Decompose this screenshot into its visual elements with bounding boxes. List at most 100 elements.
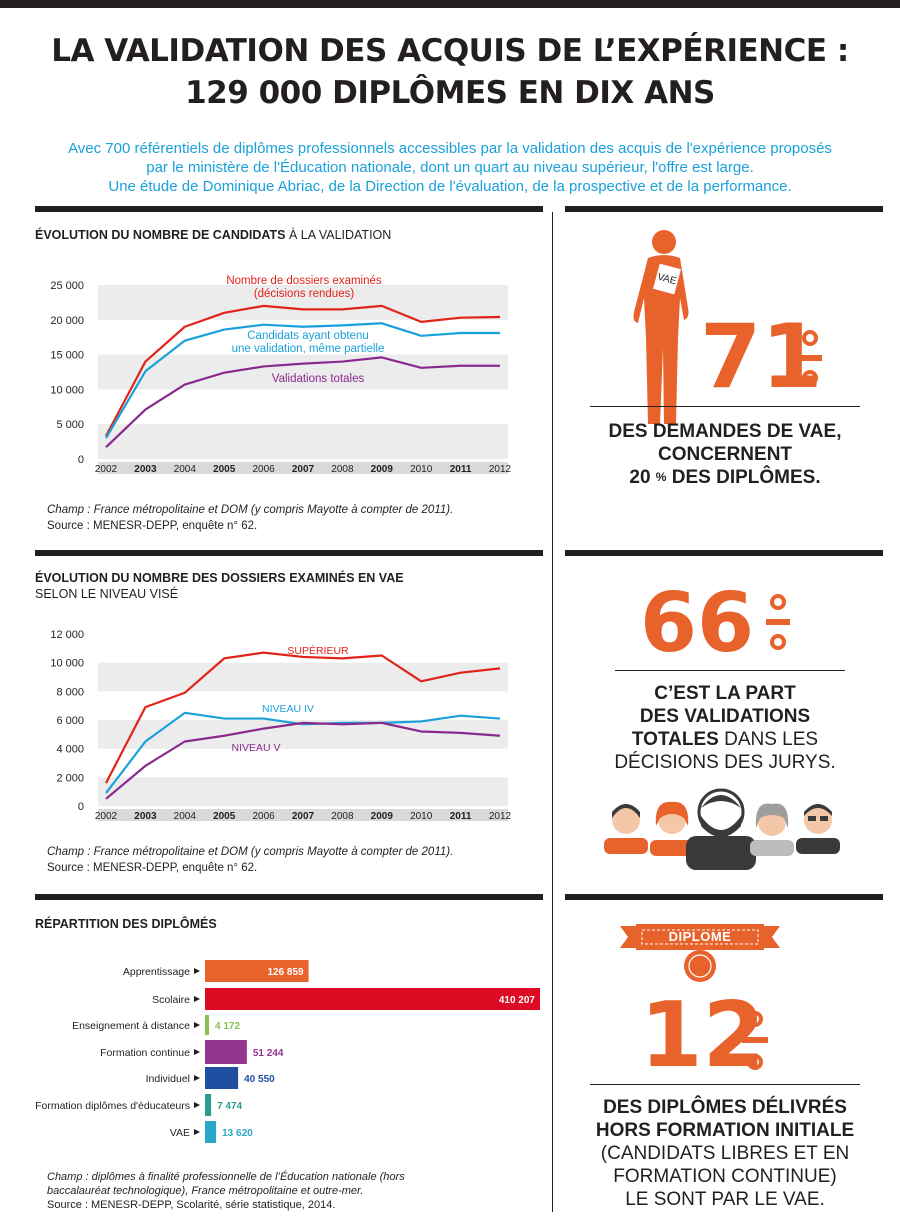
stat1-line-3-value: 20 xyxy=(629,467,651,488)
series-line xyxy=(105,304,501,437)
x-tick-label: 2009 xyxy=(371,464,394,475)
bar-value-label: 13 620 xyxy=(222,1128,253,1139)
y-tick-label: 8 000 xyxy=(56,686,84,698)
series-line xyxy=(105,322,500,439)
stat2-value: 66 xyxy=(640,576,755,671)
x-tick-label: 2003 xyxy=(134,811,157,822)
grid-band xyxy=(98,777,508,806)
stat3-text: DES DIPLÔMES DÉLIVRÉS HORS FORMATION INI… xyxy=(560,1096,890,1211)
x-tick-label: 2011 xyxy=(450,811,472,822)
x-tick-label: 2007 xyxy=(292,464,315,475)
grid-band xyxy=(98,285,508,320)
y-tick-label: 10 000 xyxy=(50,384,84,396)
x-tick-label: 2002 xyxy=(95,464,118,475)
bar-category-label: VAE xyxy=(170,1127,190,1139)
x-tick-label: 2010 xyxy=(410,464,433,475)
chart2-champ: Champ : France métropolitaine et DOM (y … xyxy=(47,846,454,858)
intro-line-1: Avec 700 référentiels de diplômes profes… xyxy=(68,140,832,157)
y-tick-label: 0 xyxy=(78,801,84,813)
stat3-line-5: LE SONT PAR LE VAE. xyxy=(625,1189,825,1210)
bar-value-label: 40 550 xyxy=(244,1074,275,1085)
bar-value-label: 410 207 xyxy=(499,995,536,1006)
vae-badge: VAE xyxy=(656,272,678,288)
bar-value-label: 4 172 xyxy=(215,1021,240,1032)
percent-small-icon: % xyxy=(655,470,667,484)
x-tick-label: 2004 xyxy=(174,811,197,822)
bar-category-label: Formation diplômes d'éducateurs xyxy=(35,1100,190,1112)
section-rule xyxy=(565,550,883,556)
jury-people-icon xyxy=(604,788,840,870)
dossiers-by-level-chart: 0 2 000 4 000 6 000 8 000 10 000 12 000 2002 200… xyxy=(50,629,512,822)
chart2-source: Source : MENESR-DEPP, enquête n° 62. xyxy=(47,862,258,874)
y-tick-label: 2 000 xyxy=(56,772,84,784)
bar-category-label: Apprentissage xyxy=(123,966,190,978)
bar xyxy=(205,1067,239,1089)
arrow-icon xyxy=(194,996,200,1002)
x-tick-label: 2012 xyxy=(489,464,512,475)
bar-value-label: 126 859 xyxy=(267,967,304,978)
y-tick-label: 0 xyxy=(78,454,84,466)
x-tick-label: 2006 xyxy=(252,811,275,822)
series-label: Nombre de dossiers examinés xyxy=(226,275,382,287)
stat1-line-2: CONCERNENT xyxy=(657,444,793,465)
x-axis-band xyxy=(98,462,508,474)
stat2-line-1: C’EST LA PART xyxy=(654,683,796,704)
y-tick-label: 12 000 xyxy=(50,629,84,641)
arrow-icon xyxy=(194,1129,200,1135)
section-rule xyxy=(35,206,543,212)
chart3-title: RÉPARTITION DES DIPLÔMÉS xyxy=(35,917,217,931)
y-tick-label: 5 000 xyxy=(56,419,84,431)
stat2-line-2: DES VALIDATIONS xyxy=(639,706,811,727)
person-icon xyxy=(686,788,756,870)
x-tick-label: 2008 xyxy=(331,464,354,475)
bar xyxy=(205,1121,217,1143)
intro-line-3: Une étude de Dominique Abriac, de la Dir… xyxy=(108,178,792,195)
y-tick-label: 15 000 xyxy=(50,350,84,362)
bar xyxy=(205,1015,209,1035)
chart3-note: Champ : diplômes à finalité professionne… xyxy=(47,1170,405,1212)
diplomas-bar-chart: Apprentissage 126 859 Scolaire 410 207 Ensei… xyxy=(35,960,540,1143)
chart3-title-bold: RÉPARTITION DES DIPLÔMÉS xyxy=(35,917,217,931)
y-tick-label: 4 000 xyxy=(56,744,84,756)
chart2-title-bold: ÉVOLUTION DU NOMBRE DES DOSSIERS EXAMINÉ… xyxy=(35,571,404,585)
arrow-icon xyxy=(194,1022,200,1028)
intro-line-2: par le ministère de l'Éducation national… xyxy=(146,159,754,176)
person-icon xyxy=(796,804,840,854)
series-label: Candidats ayant obtenu xyxy=(247,330,368,342)
x-tick-label: 2012 xyxy=(489,811,512,822)
candidates-line-chart: 0 5 000 10 000 15 000 20 000 25 000 2002 2003 20… xyxy=(50,275,512,475)
series-label: Validations totales xyxy=(272,373,365,385)
bar-category-label: Formation continue xyxy=(100,1047,190,1059)
chart3-source: Source : MENESR-DEPP, Scolarité, série s… xyxy=(47,1199,336,1211)
person-icon xyxy=(604,804,648,854)
stat2-line-3-rest: DANS LES xyxy=(718,729,819,750)
bar-value-label: 51 244 xyxy=(253,1048,284,1059)
section-rule xyxy=(565,206,883,212)
stat3-line-2: HORS FORMATION INITIALE xyxy=(595,1120,855,1141)
series-line xyxy=(105,721,501,800)
x-tick-label: 2007 xyxy=(292,811,315,822)
chart1-note: Champ : France métropolitaine et DOM (y … xyxy=(47,502,453,534)
chart2-subtitle: SELON LE NIVEAU VISÉ xyxy=(35,587,179,601)
x-tick-label: 2002 xyxy=(95,811,118,822)
stat3-rule xyxy=(590,1084,860,1085)
top-bar xyxy=(0,0,900,8)
chart1-title-bold: ÉVOLUTION DU NOMBRE DE CANDIDATS xyxy=(35,228,286,242)
stat1-line-1: DES DEMANDES DE VAE, xyxy=(608,421,842,442)
stat3-line-3: (CANDIDATS LIBRES ET EN xyxy=(600,1143,850,1164)
bar-category-label: Individuel xyxy=(146,1073,190,1085)
stat3-line-1: DES DIPLÔMES DÉLIVRÉS xyxy=(603,1097,847,1118)
person-figure-icon: VAE xyxy=(633,230,689,424)
stat2-rule xyxy=(615,670,845,671)
x-tick-label: 2005 xyxy=(213,811,236,822)
chart1-champ: Champ : France métropolitaine et DOM (y … xyxy=(47,504,454,516)
y-tick-label: 10 000 xyxy=(50,658,84,670)
x-tick-label: 2005 xyxy=(213,464,236,475)
chart3-champ-2: baccalauréat technologique), France métr… xyxy=(47,1185,364,1197)
series-label: une validation, même partielle xyxy=(232,343,385,355)
chart1-source: Source : MENESR-DEPP, enquête n° 62. xyxy=(47,520,258,532)
x-tick-label: 2009 xyxy=(371,811,394,822)
bar xyxy=(205,988,540,1010)
chart1-title: ÉVOLUTION DU NOMBRE DE CANDIDATS À LA VA… xyxy=(35,228,391,242)
person-icon xyxy=(650,801,694,856)
